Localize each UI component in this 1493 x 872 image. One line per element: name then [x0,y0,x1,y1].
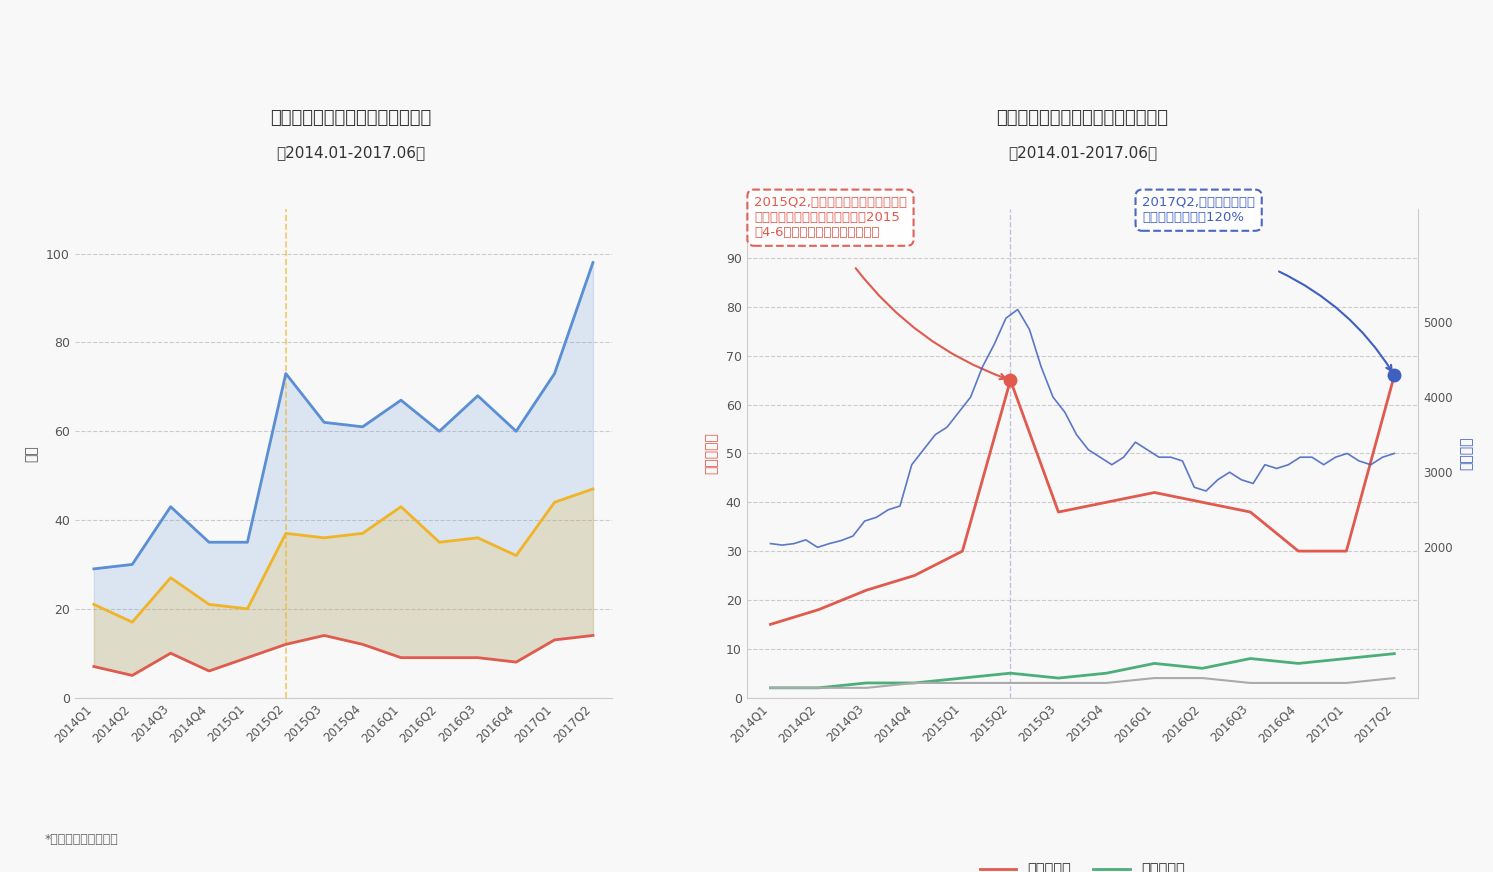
Text: 2015Q2,金融大数据获投企业四分之
三为大数据风控公司；此高点与2015
年4-6月份的上证综指的峰值吻合: 2015Q2,金融大数据获投企业四分之 三为大数据风控公司；此高点与2015 年… [754,196,906,239]
Legend: 金融大数据, 上证指数, 医疗大数据, 其他领域: 金融大数据, 上证指数, 医疗大数据, 其他领域 [973,856,1191,872]
Text: 大数据各季度投资事件数量（件）: 大数据各季度投资事件数量（件） [270,109,431,126]
Y-axis label: 融资项目数: 融资项目数 [705,433,718,474]
Y-axis label: 上证指数: 上证指数 [1460,437,1474,470]
Text: 2017Q2,金融大数据领域
获投数量环比上涨120%: 2017Q2,金融大数据领域 获投数量环比上涨120% [1142,196,1256,224]
Text: 垂直行业应用层各领域投资事件数量: 垂直行业应用层各领域投资事件数量 [996,109,1169,126]
Text: （2014.01-2017.06）: （2014.01-2017.06） [1008,145,1157,160]
Text: （2014.01-2017.06）: （2014.01-2017.06） [276,145,426,160]
Y-axis label: 数量: 数量 [25,445,39,462]
Text: *数据来源：鲸准数据: *数据来源：鲸准数据 [45,833,118,846]
